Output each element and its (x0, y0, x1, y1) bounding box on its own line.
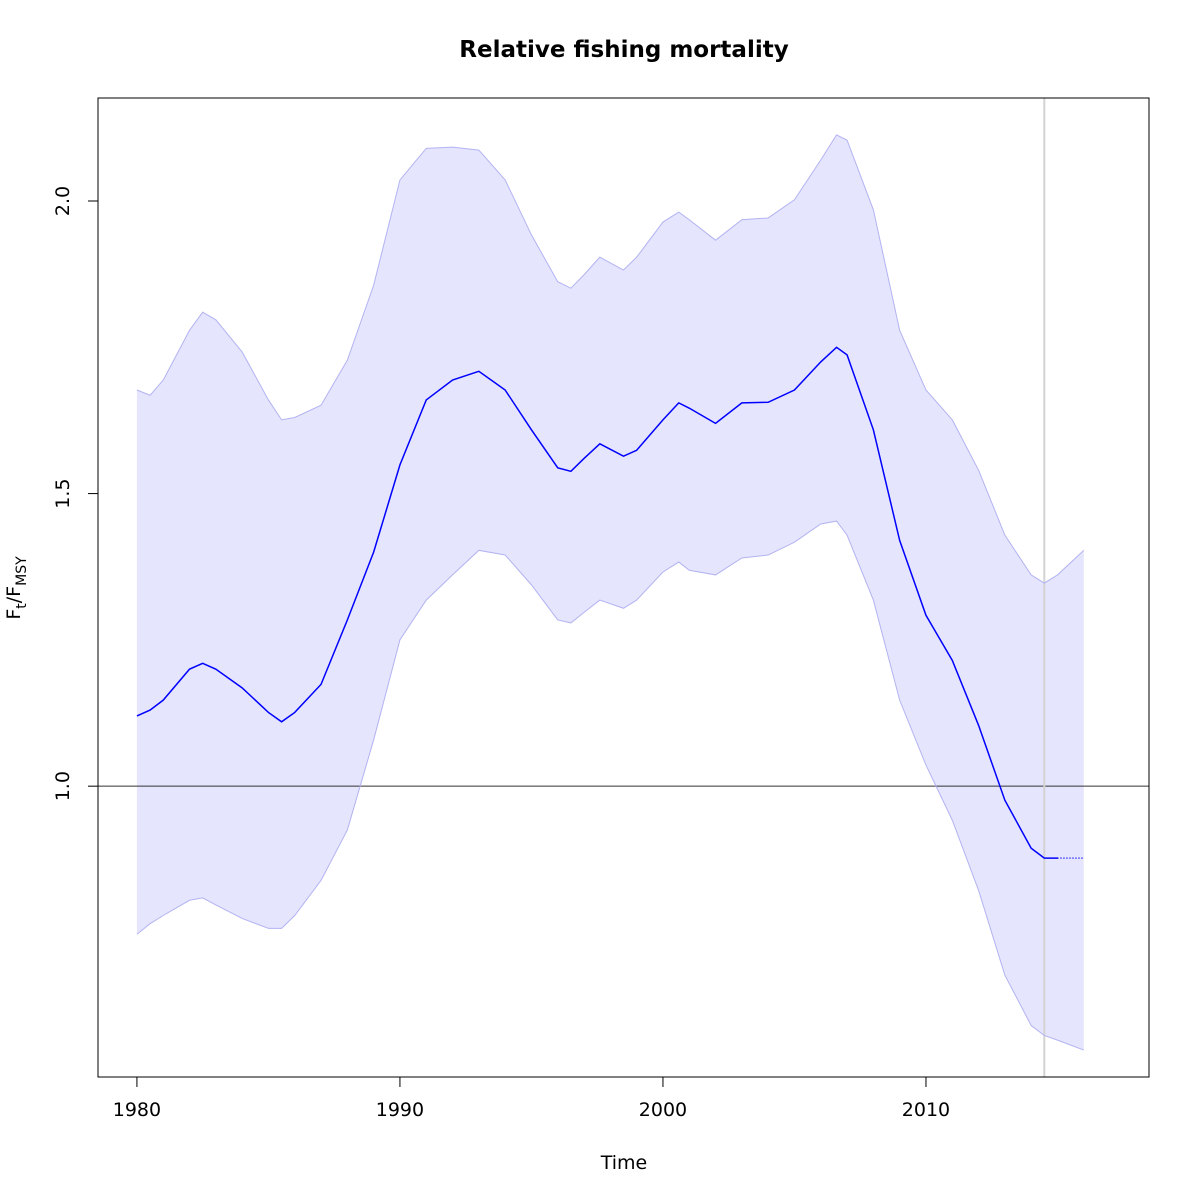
y-axis-label: Ft/FMSY (3, 556, 30, 620)
y-label-part: /F (3, 586, 25, 603)
confidence-band (136, 134, 1084, 1051)
series-line (136, 346, 1058, 859)
y-label-part: F (3, 609, 25, 620)
y-label-part: MSY (14, 556, 30, 586)
chart-title: Relative fishing mortality (459, 37, 788, 63)
x-tick-label: 2000 (639, 1099, 687, 1121)
y-tick-label: 1.0 (52, 771, 74, 801)
plot-frame (97, 97, 1150, 1078)
y-tick-label: 1.5 (52, 478, 74, 508)
series-line (136, 520, 1084, 1051)
series-line (136, 134, 1085, 584)
x-tick-label: 2010 (902, 1099, 950, 1121)
y-label-part: t (14, 603, 30, 609)
x-axis-label: Time (600, 1152, 648, 1174)
x-tick-label: 1990 (376, 1099, 424, 1121)
y-tick-label: 2.0 (52, 186, 74, 216)
x-tick-label: 1980 (113, 1099, 161, 1121)
